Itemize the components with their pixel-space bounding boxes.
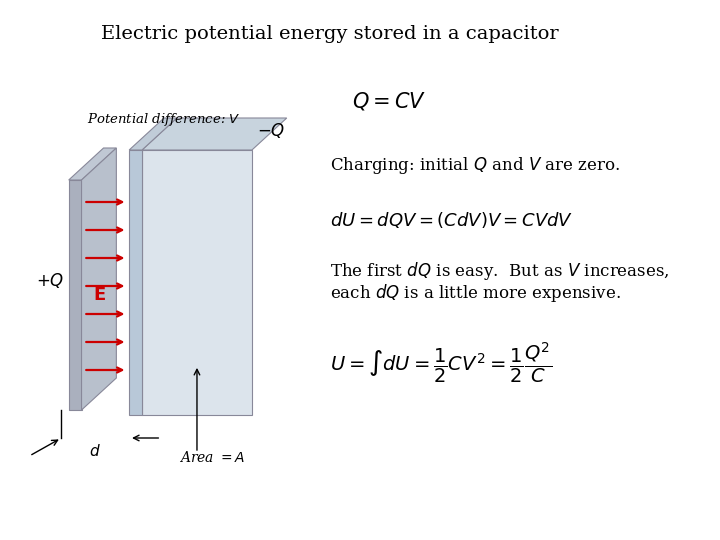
- Text: $\mathbf{E}$: $\mathbf{E}$: [94, 286, 107, 304]
- Text: Potential difference: $V$: Potential difference: $V$: [87, 111, 240, 128]
- Text: Electric potential energy stored in a capacitor: Electric potential energy stored in a ca…: [101, 25, 559, 43]
- Polygon shape: [129, 118, 177, 150]
- Text: $Q = CV$: $Q = CV$: [352, 90, 426, 112]
- Text: $+Q$: $+Q$: [36, 271, 64, 289]
- Polygon shape: [142, 150, 252, 415]
- Text: each $dQ$ is a little more expensive.: each $dQ$ is a little more expensive.: [330, 282, 621, 304]
- Polygon shape: [142, 118, 287, 150]
- Text: Charging: initial $Q$ and $V$ are zero.: Charging: initial $Q$ and $V$ are zero.: [330, 155, 620, 176]
- Polygon shape: [68, 180, 81, 410]
- Polygon shape: [81, 148, 117, 410]
- Text: $-Q$: $-Q$: [256, 121, 285, 140]
- Text: $d$: $d$: [89, 443, 101, 459]
- Text: Area $= A$: Area $= A$: [179, 450, 245, 465]
- Text: $U = \int dU = \dfrac{1}{2}CV^2 = \dfrac{1}{2}\dfrac{Q^2}{C}$: $U = \int dU = \dfrac{1}{2}CV^2 = \dfrac…: [330, 340, 552, 385]
- Text: $dU = dQV = (CdV)V = CVdV$: $dU = dQV = (CdV)V = CVdV$: [330, 210, 573, 230]
- Text: The first $dQ$ is easy.  But as $V$ increases,: The first $dQ$ is easy. But as $V$ incre…: [330, 260, 669, 282]
- Polygon shape: [68, 148, 117, 180]
- Polygon shape: [129, 150, 142, 415]
